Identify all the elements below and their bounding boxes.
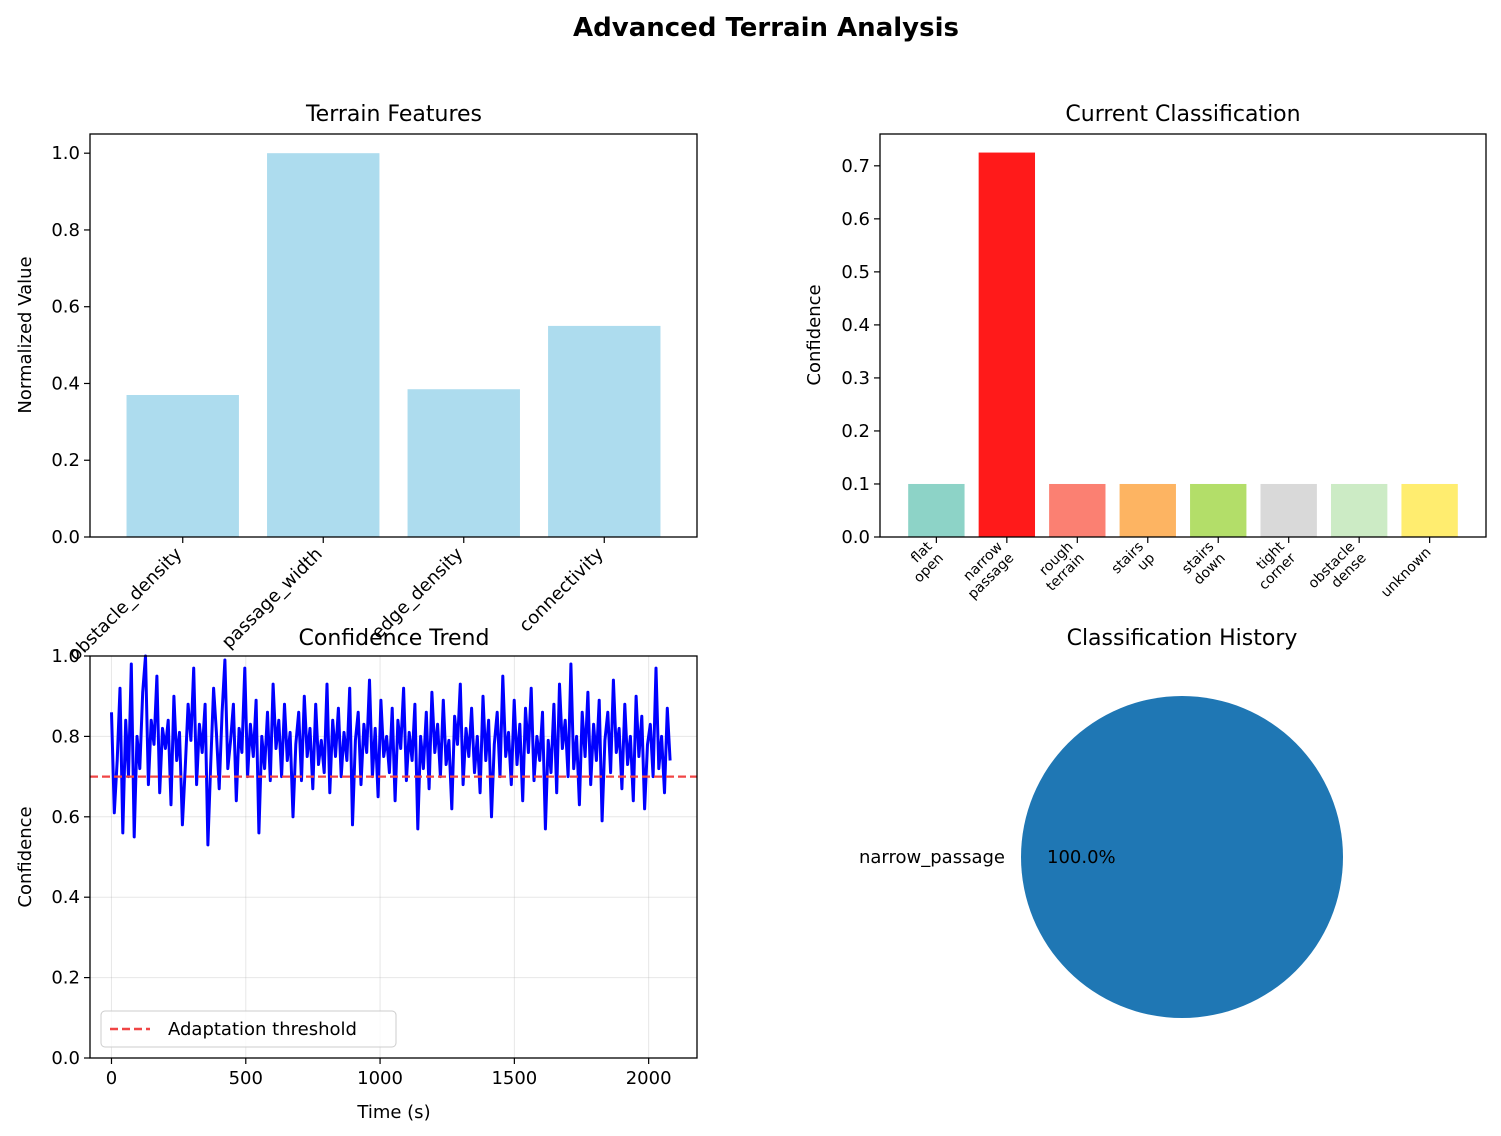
ytick-label: 0.4 bbox=[51, 373, 80, 394]
xtick-label: 0 bbox=[106, 1068, 117, 1089]
ytick-label: 0.0 bbox=[841, 527, 870, 548]
bar-obstacle-dense bbox=[1330, 483, 1388, 537]
confidence-trend-title: Confidence Trend bbox=[299, 626, 490, 651]
xtick-label-unknown: unknown bbox=[1378, 545, 1434, 601]
ytick-label: 0.8 bbox=[51, 726, 80, 747]
bar-stairs-up bbox=[1119, 483, 1176, 537]
pie-slice-narrow-passage bbox=[1021, 696, 1343, 1018]
xtick-label-stairs-up: stairsup bbox=[1109, 539, 1159, 589]
ytick-label: 0.0 bbox=[51, 1048, 80, 1069]
xtick-label: 1500 bbox=[491, 1068, 537, 1089]
terrain-features-ylabel: Normalized Value bbox=[15, 256, 36, 413]
confidence-trend-ylabel: Confidence bbox=[15, 806, 36, 907]
current-classification-ylabel: Confidence bbox=[804, 284, 825, 385]
classification-history-title: Classification History bbox=[1067, 626, 1298, 651]
bar-tight-corner bbox=[1260, 483, 1317, 537]
ytick-label: 1.0 bbox=[51, 143, 80, 164]
bar-connectivity bbox=[548, 325, 661, 537]
ytick-label: 1.0 bbox=[51, 646, 80, 667]
ytick-label: 0.7 bbox=[841, 156, 870, 177]
xtick-label-tight-corner: tightcorner bbox=[1245, 539, 1300, 594]
ytick-label: 0.6 bbox=[51, 297, 80, 318]
current-classification-title: Current Classification bbox=[1065, 102, 1300, 127]
ytick-label: 0.4 bbox=[841, 315, 870, 336]
confidence-trend-chart: 0 500 1000 1500 2000 0.0 0.2 0.4 0.6 0.8 1.0 Confi… bbox=[15, 626, 698, 1123]
legend: Adaptation threshold bbox=[100, 1010, 397, 1048]
bar-passage-width bbox=[267, 153, 380, 537]
classification-history-chart: Classification History narrow_passage 10… bbox=[859, 626, 1343, 1018]
bar-rough-terrain bbox=[1049, 483, 1106, 537]
xtick-label-rough-terrain: roughterrain bbox=[1032, 539, 1088, 595]
xtick-label: 500 bbox=[229, 1068, 263, 1089]
current-classification-frame bbox=[879, 133, 1487, 538]
bar-obstacle-density bbox=[126, 394, 239, 537]
ytick-label: 0.8 bbox=[51, 220, 80, 241]
ytick-label: 0.4 bbox=[51, 887, 80, 908]
figure-title: Advanced Terrain Analysis bbox=[573, 13, 959, 43]
bar-narrow-passage bbox=[978, 152, 1036, 537]
pie-label-narrow-passage: narrow_passage bbox=[859, 847, 1005, 868]
xtick-label-stairs-down: stairsdown bbox=[1179, 539, 1229, 589]
xtick-label-connectivity: connectivity bbox=[515, 543, 608, 636]
xtick-label: 1000 bbox=[357, 1068, 403, 1089]
xtick-label-flat-open: flatopen bbox=[900, 538, 948, 586]
ytick-label: 0.2 bbox=[51, 450, 80, 471]
confidence-trend-xlabel: Time (s) bbox=[356, 1102, 430, 1123]
ytick-label: 0.3 bbox=[841, 368, 870, 389]
bar-flat-open bbox=[908, 483, 965, 537]
terrain-features-chart: Terrain Features Normalized Value 0.0 0.2… bbox=[15, 102, 698, 665]
pie-pct-narrow-passage: 100.0% bbox=[1047, 847, 1116, 868]
ytick-label: 0.1 bbox=[841, 474, 870, 495]
xtick-label: 2000 bbox=[626, 1068, 672, 1089]
legend-threshold-label: Adaptation threshold bbox=[168, 1019, 357, 1040]
ytick-label: 0.0 bbox=[51, 527, 80, 548]
confidence-trend-frame bbox=[89, 655, 698, 1059]
ytick-label: 0.5 bbox=[841, 262, 870, 283]
ytick-label: 0.6 bbox=[51, 807, 80, 828]
ytick-label: 0.2 bbox=[841, 421, 870, 442]
xtick-label-obstacle-dense: obstacledense bbox=[1305, 539, 1369, 603]
xtick-label-obstacle-density: obstacle_density bbox=[65, 543, 187, 665]
terrain-features-title: Terrain Features bbox=[305, 102, 482, 127]
bar-unknown bbox=[1401, 483, 1458, 537]
xtick-label-narrow-passage: narrowpassage bbox=[954, 539, 1018, 603]
legend-box bbox=[100, 1010, 397, 1048]
confidence-series-line bbox=[110, 654, 672, 847]
bar-edge-density bbox=[407, 389, 520, 537]
ytick-label: 0.6 bbox=[841, 209, 870, 230]
current-classification-chart: Current Classification Confidence 0.0 0.1… bbox=[804, 102, 1487, 603]
ytick-label: 0.2 bbox=[51, 968, 80, 989]
terrain-features-frame bbox=[89, 133, 698, 538]
bar-stairs-down bbox=[1190, 483, 1247, 537]
